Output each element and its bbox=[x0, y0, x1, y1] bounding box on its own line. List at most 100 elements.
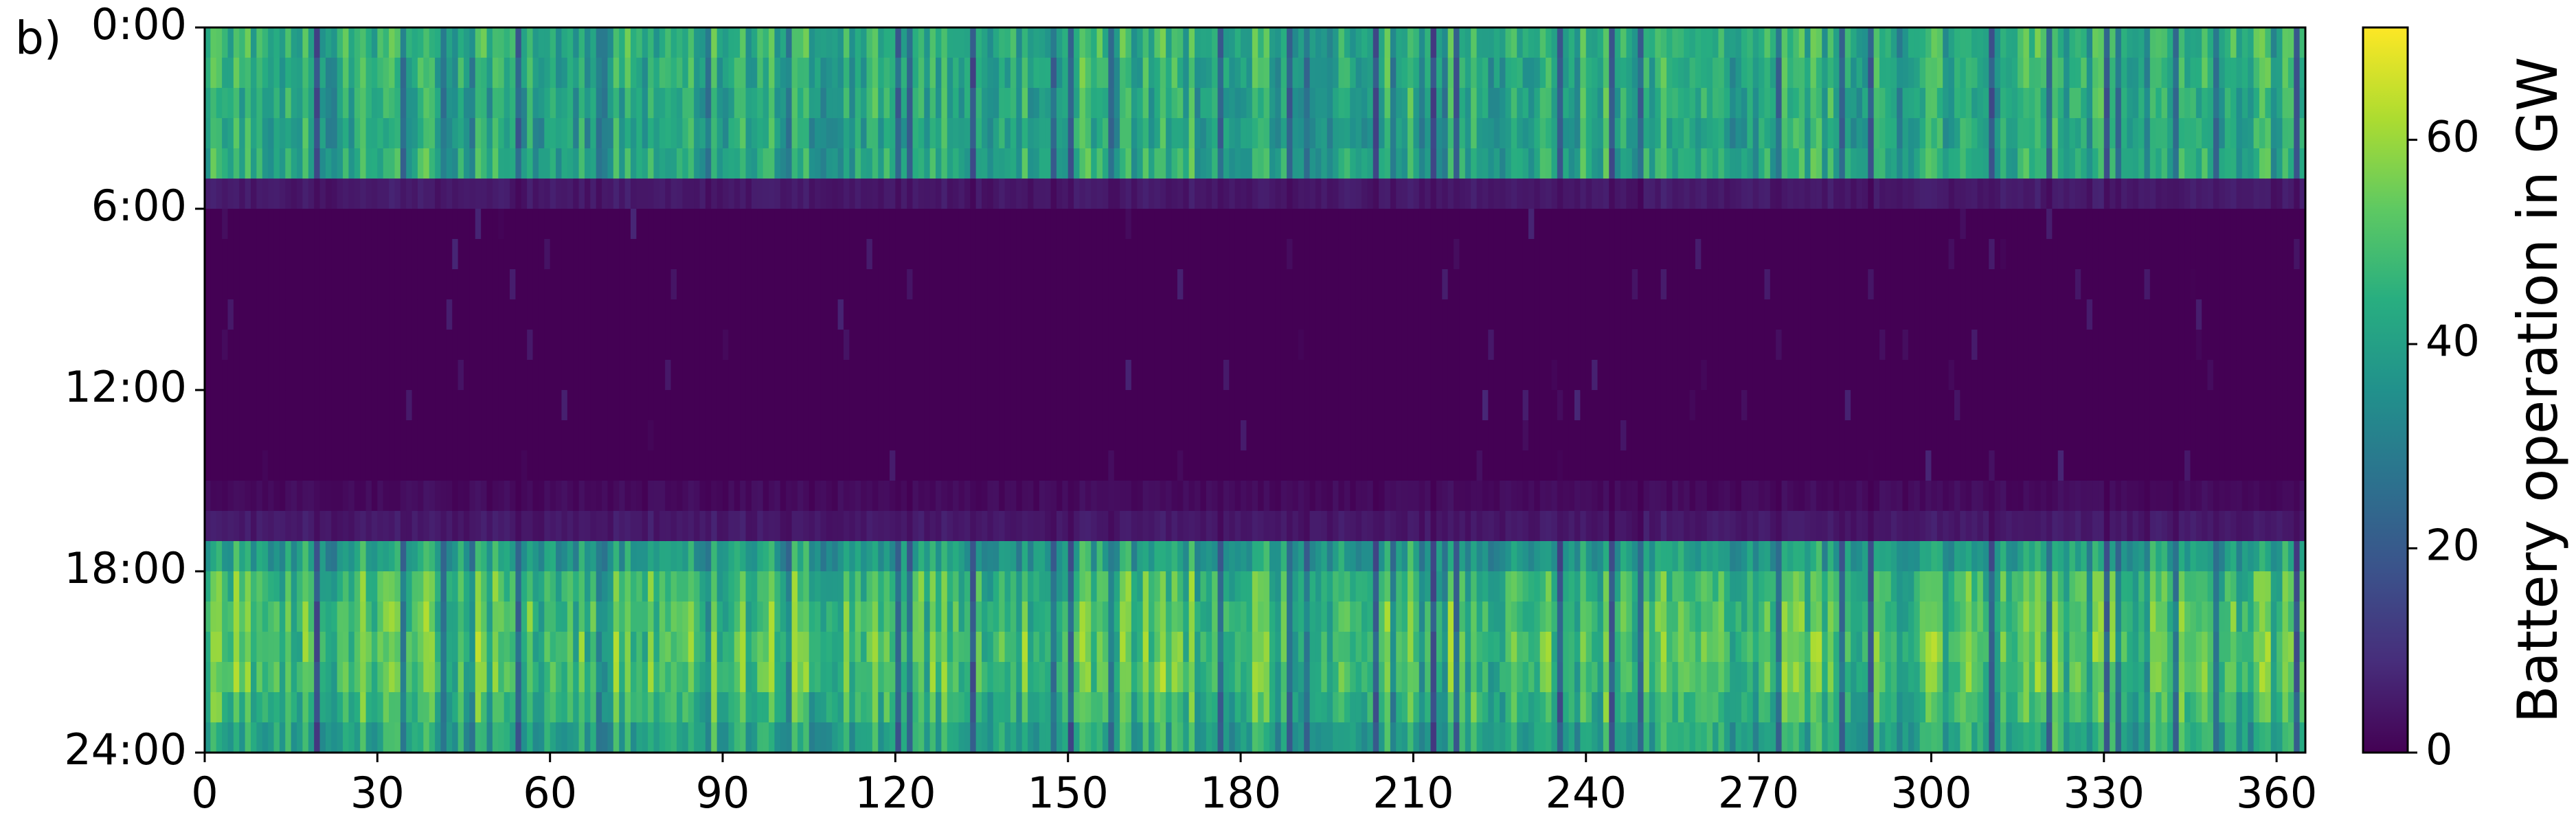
heatmap-cell bbox=[1137, 541, 1144, 572]
heatmap-cell bbox=[716, 632, 723, 663]
heatmap-cell bbox=[705, 239, 712, 270]
heatmap-cell bbox=[302, 390, 309, 421]
heatmap-cell bbox=[1333, 58, 1340, 89]
heatmap-cell bbox=[573, 692, 580, 723]
heatmap-cell bbox=[912, 179, 919, 209]
heatmap-cell bbox=[1195, 390, 1201, 421]
heatmap-cell bbox=[302, 209, 309, 240]
heatmap-cell bbox=[429, 541, 436, 572]
heatmap-cell bbox=[1074, 571, 1081, 602]
heatmap-cell bbox=[883, 148, 890, 179]
heatmap-cell bbox=[837, 722, 844, 753]
heatmap-cell bbox=[469, 511, 476, 542]
heatmap-cell bbox=[1292, 269, 1299, 300]
heatmap-cell bbox=[251, 360, 257, 391]
heatmap-cell bbox=[302, 662, 309, 693]
heatmap-cell bbox=[578, 420, 585, 451]
heatmap-cell bbox=[481, 209, 488, 240]
heatmap-cell bbox=[665, 27, 672, 58]
heatmap-cell bbox=[602, 692, 609, 723]
heatmap-cell bbox=[993, 58, 999, 89]
heatmap-cell bbox=[843, 511, 850, 542]
heatmap-cell bbox=[803, 692, 810, 723]
heatmap-cell bbox=[1350, 450, 1357, 481]
heatmap-cell bbox=[699, 179, 706, 209]
heatmap-cell bbox=[1223, 481, 1230, 512]
heatmap-cell bbox=[504, 269, 510, 300]
heatmap-cell bbox=[642, 88, 648, 119]
heatmap-cell bbox=[1074, 420, 1081, 451]
heatmap-cell bbox=[411, 179, 418, 209]
heatmap-cell bbox=[975, 722, 982, 753]
heatmap-cell bbox=[982, 420, 988, 451]
heatmap-cell bbox=[999, 541, 1006, 572]
heatmap-cell bbox=[1234, 481, 1241, 512]
heatmap-cell bbox=[1309, 118, 1316, 149]
heatmap-cell bbox=[429, 450, 436, 481]
heatmap-cell bbox=[1102, 179, 1109, 209]
heatmap-cell bbox=[947, 209, 953, 240]
heatmap-cell bbox=[268, 88, 275, 119]
heatmap-cell bbox=[429, 179, 436, 209]
heatmap-cell bbox=[929, 481, 936, 512]
heatmap-cell bbox=[446, 722, 453, 753]
heatmap-cell bbox=[1287, 209, 1293, 240]
heatmap-cell bbox=[1067, 511, 1074, 542]
heatmap-cell bbox=[1292, 602, 1299, 632]
heatmap-cell bbox=[1234, 541, 1241, 572]
heatmap-cell bbox=[757, 27, 764, 58]
heatmap-cell bbox=[1108, 269, 1115, 300]
heatmap-cell bbox=[285, 179, 292, 209]
heatmap-cell bbox=[486, 239, 493, 270]
heatmap-cell bbox=[803, 632, 810, 663]
heatmap-cell bbox=[694, 632, 701, 663]
heatmap-cell bbox=[602, 602, 609, 632]
heatmap-cell bbox=[1350, 390, 1357, 421]
heatmap-cell bbox=[1091, 179, 1098, 209]
heatmap-cell bbox=[1166, 632, 1173, 663]
heatmap-cell bbox=[1223, 450, 1230, 481]
heatmap-cell bbox=[1355, 27, 1362, 58]
heatmap-cell bbox=[1344, 360, 1351, 391]
heatmap-cell bbox=[417, 722, 424, 753]
heatmap-cell bbox=[1287, 148, 1293, 179]
heatmap-cell bbox=[567, 209, 574, 240]
heatmap-cell bbox=[492, 330, 499, 360]
heatmap-cell bbox=[1171, 330, 1178, 360]
heatmap-cell bbox=[653, 360, 660, 391]
heatmap-cell bbox=[1229, 209, 1236, 240]
heatmap-cell bbox=[636, 632, 643, 663]
heatmap-cell bbox=[567, 420, 574, 451]
heatmap-cell bbox=[527, 58, 534, 89]
heatmap-cell bbox=[780, 239, 787, 270]
heatmap-cell bbox=[982, 390, 988, 421]
heatmap-cell bbox=[233, 692, 240, 723]
heatmap-cell bbox=[993, 632, 999, 663]
heatmap-cell bbox=[1401, 58, 1408, 89]
heatmap-cell bbox=[613, 722, 620, 753]
heatmap-cell bbox=[1326, 179, 1333, 209]
heatmap-cell bbox=[1045, 722, 1052, 753]
heatmap-cell bbox=[1142, 692, 1149, 723]
heatmap-cell bbox=[1188, 511, 1195, 542]
heatmap-cell bbox=[613, 179, 620, 209]
heatmap-cell bbox=[291, 209, 297, 240]
heatmap-cell bbox=[1372, 269, 1379, 300]
heatmap-cell bbox=[924, 511, 931, 542]
heatmap-cell bbox=[1372, 209, 1379, 240]
heatmap-cell bbox=[723, 571, 730, 602]
heatmap-cell bbox=[291, 450, 297, 481]
heatmap-cell bbox=[982, 571, 988, 602]
heatmap-cell bbox=[1010, 360, 1017, 391]
heatmap-cell bbox=[538, 511, 545, 542]
heatmap-cell bbox=[1326, 450, 1333, 481]
heatmap-cell bbox=[411, 209, 418, 240]
heatmap-cell bbox=[602, 148, 609, 179]
heatmap-cell bbox=[866, 179, 873, 209]
heatmap-cell bbox=[1384, 239, 1391, 270]
heatmap-cell bbox=[1390, 662, 1397, 693]
heatmap-cell bbox=[251, 481, 257, 512]
heatmap-cell bbox=[1091, 511, 1098, 542]
heatmap-cell bbox=[1016, 692, 1023, 723]
heatmap-cell bbox=[1102, 420, 1109, 451]
